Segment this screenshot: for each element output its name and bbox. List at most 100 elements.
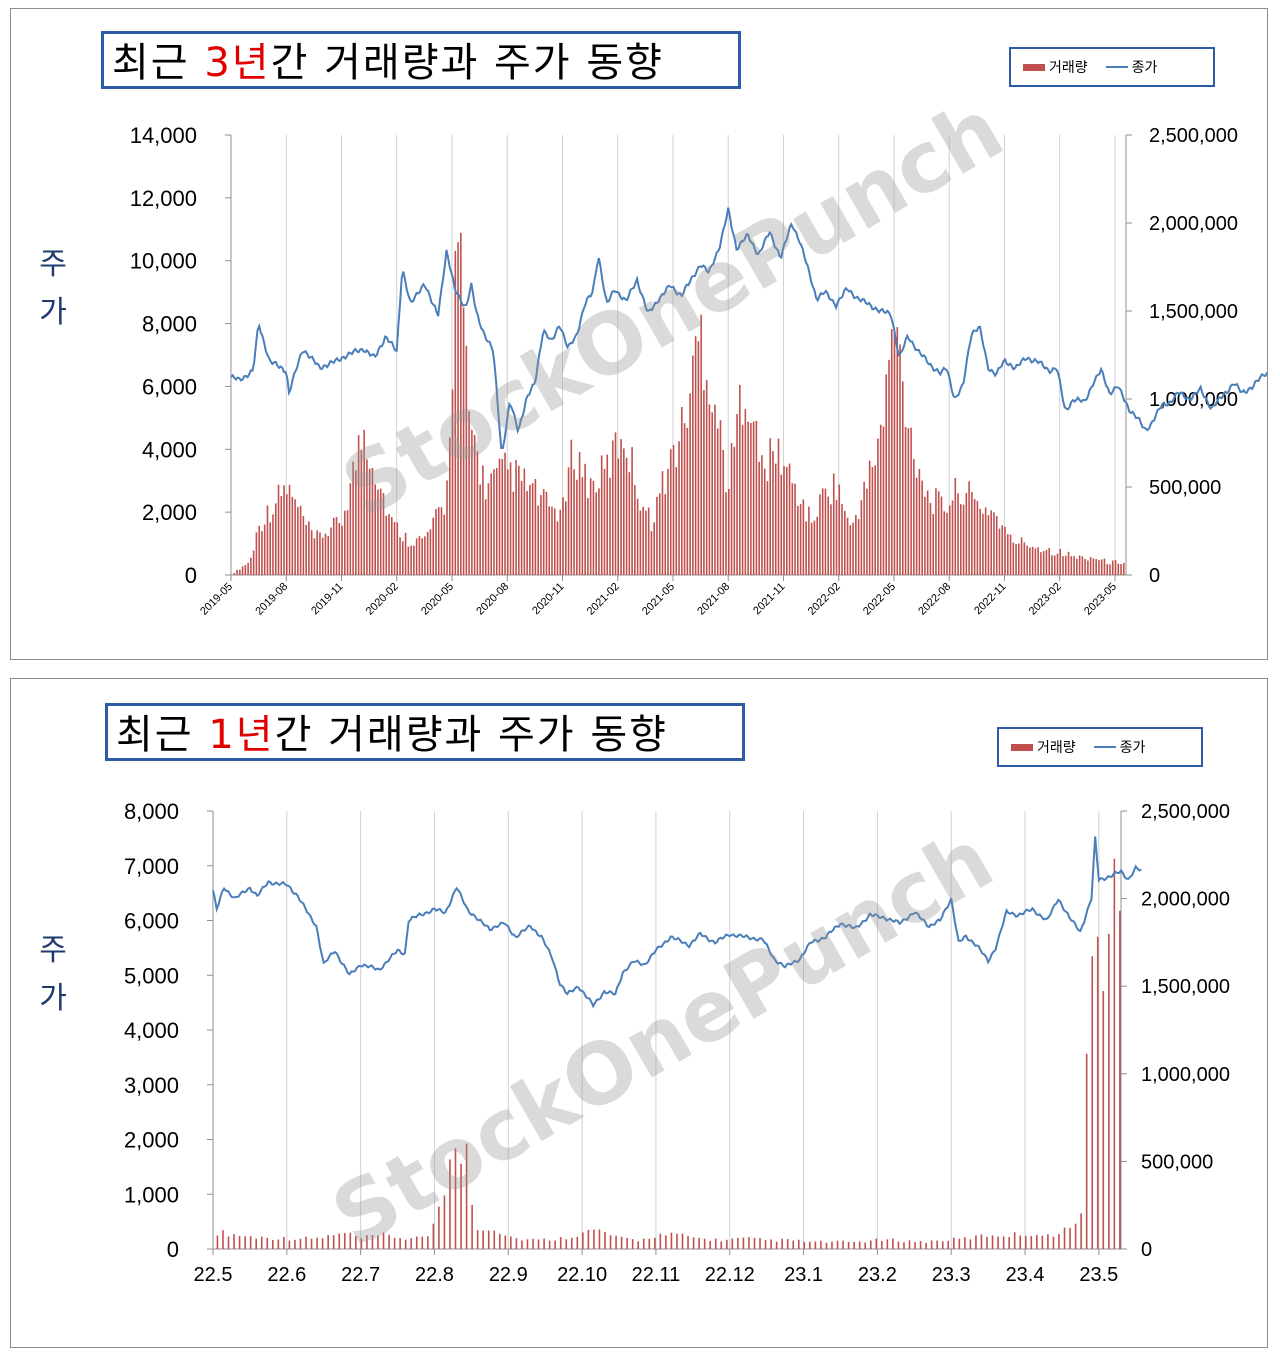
volume-bar [1063,1227,1066,1249]
y-tick-label: 8,000 [142,312,197,337]
volume-bar [1041,1235,1044,1249]
y-tick-label: 14,000 [130,123,197,148]
volume-bar [1023,542,1026,575]
volume-bar [1064,555,1067,575]
x-tick-label: 22.5 [194,1264,233,1286]
volume-bar [1067,551,1070,575]
volume-bar [902,381,904,575]
volume-bar [838,484,841,575]
volume-bar [769,438,772,575]
volume-bar [681,406,683,575]
volume-bar [847,1241,850,1249]
volume-bar [960,504,962,575]
volume-bar [766,481,769,575]
volume-bar [482,465,484,575]
volume-bar [1058,1234,1060,1249]
volume-bar [548,1240,551,1249]
y-tick-label: 6,000 [142,374,197,399]
y2-tick-label: 500,000 [1141,1151,1213,1173]
volume-bar [692,355,694,575]
volume-bar [349,1232,352,1249]
volume-bar [620,439,622,575]
volume-bar [321,537,324,575]
volume-bar [1120,564,1122,575]
volume-bar [1069,1228,1071,1249]
volume-bar [748,1237,750,1249]
legend-volume-label: 거래량 [1049,60,1088,76]
y-tick-label: 0 [167,1237,179,1262]
y-tick-label: 1,000 [124,1182,179,1207]
volume-bar [741,425,744,575]
volume-bar [637,1241,640,1249]
volume-bar [1013,1232,1016,1249]
y-tick-label: 2,000 [142,500,197,525]
volume-bar [809,1241,811,1249]
volume-bar [937,491,940,575]
volume-bar [703,1238,706,1249]
volume-bar [761,455,763,575]
volume-bar [899,344,901,575]
y-tick-label: 3,000 [124,1073,179,1098]
volume-bar [694,336,697,575]
volume-bar [332,1235,335,1249]
volume-bar [227,1236,230,1249]
volume-bar [1117,563,1120,575]
volume-bar [819,494,821,575]
volume-bar [926,490,929,575]
volume-bar [565,1239,568,1249]
volume-bar [471,429,473,575]
volume-bar [449,1159,451,1249]
y2-tick-label: 2,000,000 [1149,213,1238,235]
x-tick-label: 22.12 [705,1264,755,1286]
volume-bar [271,1239,274,1249]
volume-bar [831,1241,833,1249]
volume-bar [708,404,711,575]
volume-bar [681,1233,684,1249]
volume-bar [504,1235,507,1249]
volume-bar [587,498,589,575]
volume-bar [1020,537,1023,575]
volume-bar [656,496,658,575]
volume-bar [493,1230,496,1249]
volume-bar [388,514,390,575]
volume-bar [965,493,968,575]
volume-bar [476,1230,479,1249]
x-tick-label: 2020-05 [419,581,456,618]
x-tick-label: 2019-05 [198,581,235,618]
volume-bar [357,435,360,575]
legend: 거래량 종가 [1009,47,1215,87]
volume-bar [471,1204,473,1249]
y-tick-label: 6,000 [124,909,179,934]
volume-bar [360,450,363,575]
volume-bar [529,485,531,575]
volume-bar [515,459,517,575]
volume-bar [236,569,238,575]
volume-bar [255,1238,257,1249]
x-tick-label: 2021-05 [640,581,677,618]
volume-bar [998,528,1001,575]
volume-bar [1030,1236,1033,1249]
close-price-line [230,207,1267,450]
volume-bar [814,1241,817,1249]
volume-bar [1040,552,1042,575]
y2-tick-label: 1,500,000 [1141,976,1230,998]
volume-bar [772,451,774,575]
volume-bar [399,537,401,575]
volume-bar [913,459,915,575]
volume-bar [903,1242,905,1249]
volume-bar [775,1241,778,1249]
volume-bar [1062,556,1064,575]
volume-bar [537,1239,540,1249]
volume-bar [686,427,689,575]
volume-bar [716,428,719,575]
volume-bar [780,474,783,575]
volume-bar [609,477,611,575]
volume-bar [642,506,644,575]
volume-bar [352,461,354,575]
volume-bar [805,521,807,575]
volume-bar [559,509,562,575]
volume-bar [374,484,376,575]
volume-bar [1085,1053,1088,1249]
volume-bar [835,499,838,575]
x-tick-label: 22.8 [415,1264,454,1286]
